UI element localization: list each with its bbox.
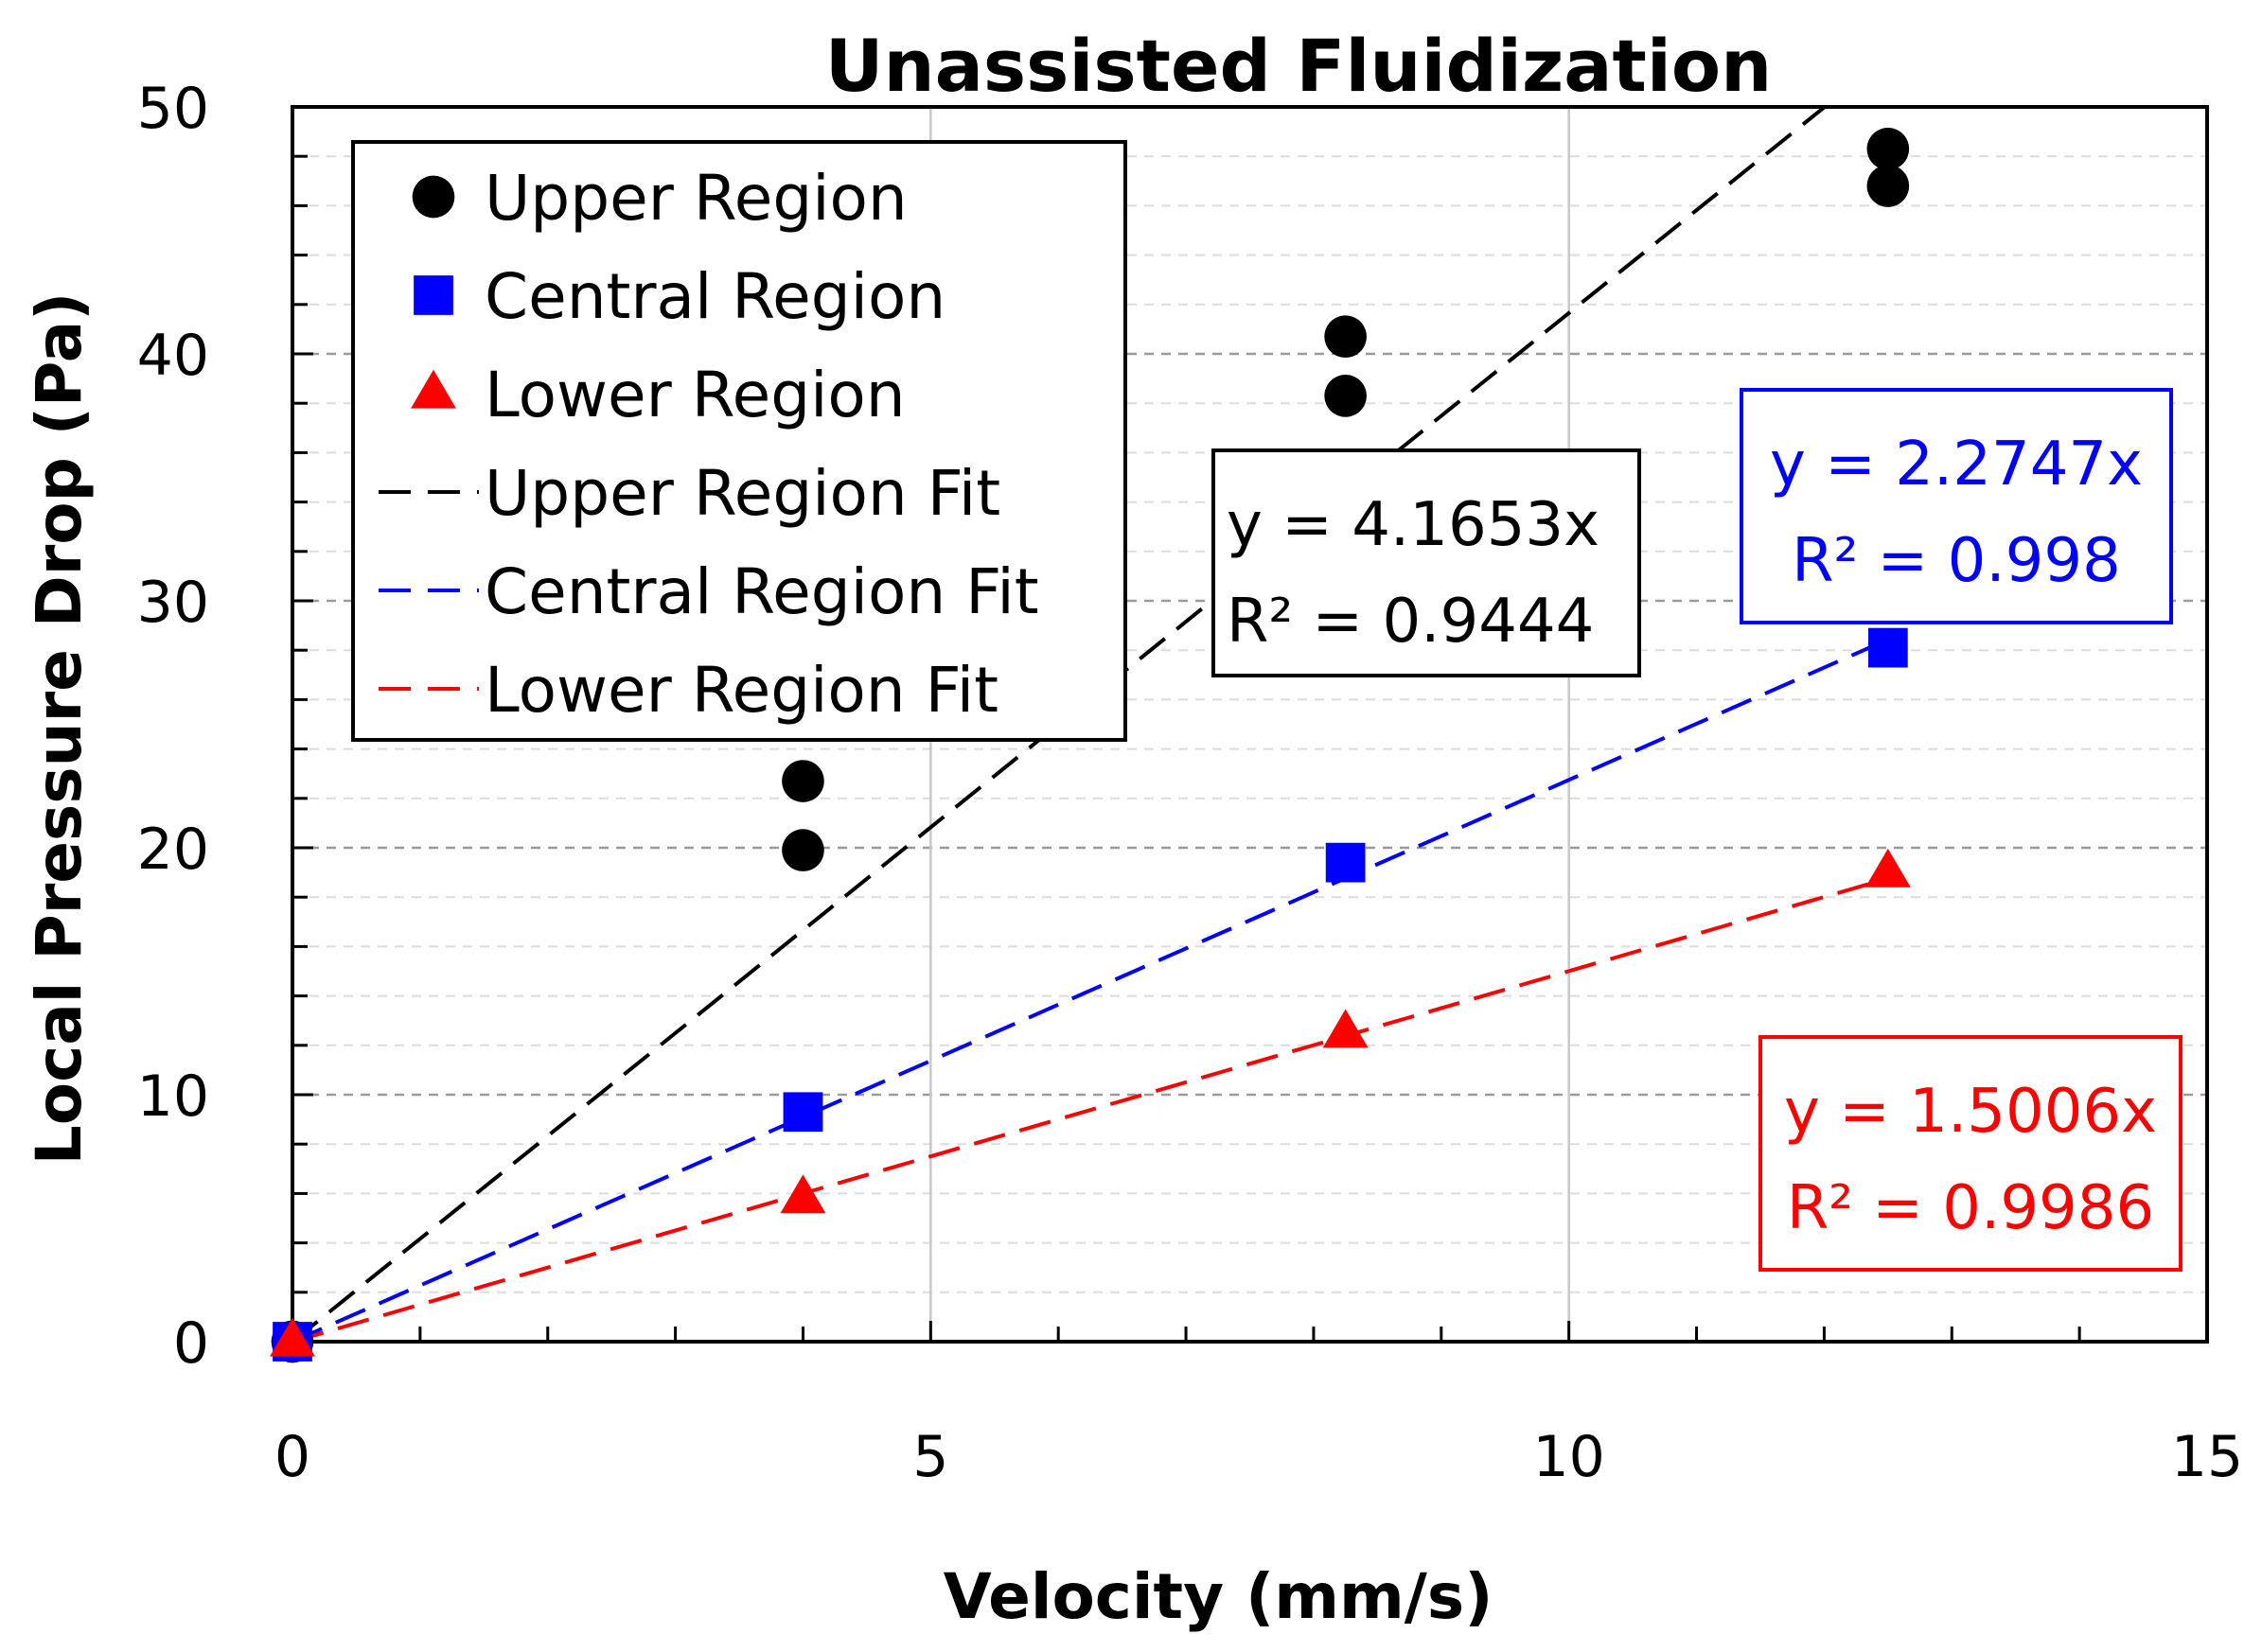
data-point-lower-region <box>780 1174 826 1214</box>
data-point-central-region <box>1325 842 1366 883</box>
fit-r-squared: R² = 0.9986 <box>1787 1173 2154 1243</box>
x-tick-label: 10 <box>1532 1424 1604 1490</box>
equation-box-frame <box>1211 448 1641 677</box>
equation-box-frame <box>1740 388 2173 624</box>
x-tick-label: 5 <box>912 1424 948 1490</box>
data-point-upper-region <box>1324 375 1367 417</box>
fit-line-central-region-fit <box>292 638 1889 1342</box>
legend-label: Central Region <box>485 260 945 333</box>
fit-line-lower-region-fit <box>292 876 1889 1342</box>
data-point-lower-region <box>270 1317 315 1357</box>
chart-title: Unassisted Fluidization <box>825 24 1772 108</box>
legend-label: Lower Region <box>485 359 906 431</box>
data-point-lower-region <box>1322 1009 1369 1048</box>
axis-ticks <box>291 105 2209 1344</box>
legend-label: Central Region Fit <box>485 555 1039 628</box>
plot-area-frame <box>291 105 2209 1344</box>
equation-boxes: y = 4.1653x R² = 0.9444 y = 2.2747x R² = 0.… <box>1211 388 2182 1272</box>
legend-label: Lower Region Fit <box>485 654 998 727</box>
data-point-lower-region <box>1864 848 1911 888</box>
equation-box-upper-region-fit: y = 4.1653x R² = 0.9444 <box>1211 448 1641 677</box>
y-tick-label: 20 <box>137 817 209 883</box>
tick-labels: 0 5 10 15 0 10 20 30 40 50 <box>137 76 2244 1490</box>
y-tick-label: 50 <box>137 76 209 142</box>
equation-box-frame <box>1758 1035 2182 1272</box>
data-point-upper-region <box>782 829 824 871</box>
x-tick-label: 0 <box>274 1424 310 1490</box>
x-tick-label: 15 <box>2171 1424 2243 1490</box>
equation-box-central-region-fit: y = 2.2747x R² = 0.998 <box>1740 388 2173 624</box>
data-point-upper-region <box>1866 128 1910 170</box>
fit-equation: y = 2.2747x <box>1770 430 2143 500</box>
legend-box <box>351 140 1127 742</box>
legend-label: Upper Region Fit <box>485 457 1000 530</box>
fit-r-squared: R² = 0.9444 <box>1227 587 1594 657</box>
equation-box-lower-region-fit: y = 1.5006x R² = 0.9986 <box>1758 1035 2182 1272</box>
data-markers <box>270 128 1911 1363</box>
data-point-upper-region <box>1324 315 1367 359</box>
y-tick-label: 40 <box>137 323 209 389</box>
y-axis-title: Local Pressure Drop (Pa) <box>23 292 96 1166</box>
data-point-central-region <box>1867 627 1908 668</box>
fit-equation: y = 1.5006x <box>1784 1077 2157 1147</box>
legend-symbol-central-region <box>414 275 453 315</box>
data-point-upper-region <box>1866 165 1910 207</box>
legend-symbol-upper-region <box>412 175 455 219</box>
y-tick-label: 10 <box>137 1063 209 1130</box>
legend-symbol-lower-region <box>411 369 456 409</box>
y-tick-label: 0 <box>173 1310 209 1377</box>
fit-equation: y = 4.1653x <box>1227 490 1599 560</box>
legend: Upper Region Central Region Lower Region Up… <box>351 140 1127 742</box>
fit-r-squared: R² = 0.998 <box>1792 526 2121 596</box>
x-axis-title: Velocity (mm/s) <box>944 1560 1493 1633</box>
data-point-central-region <box>783 1092 823 1133</box>
legend-label: Upper Region <box>485 162 908 235</box>
y-tick-label: 30 <box>137 570 209 636</box>
data-point-upper-region <box>782 760 824 802</box>
